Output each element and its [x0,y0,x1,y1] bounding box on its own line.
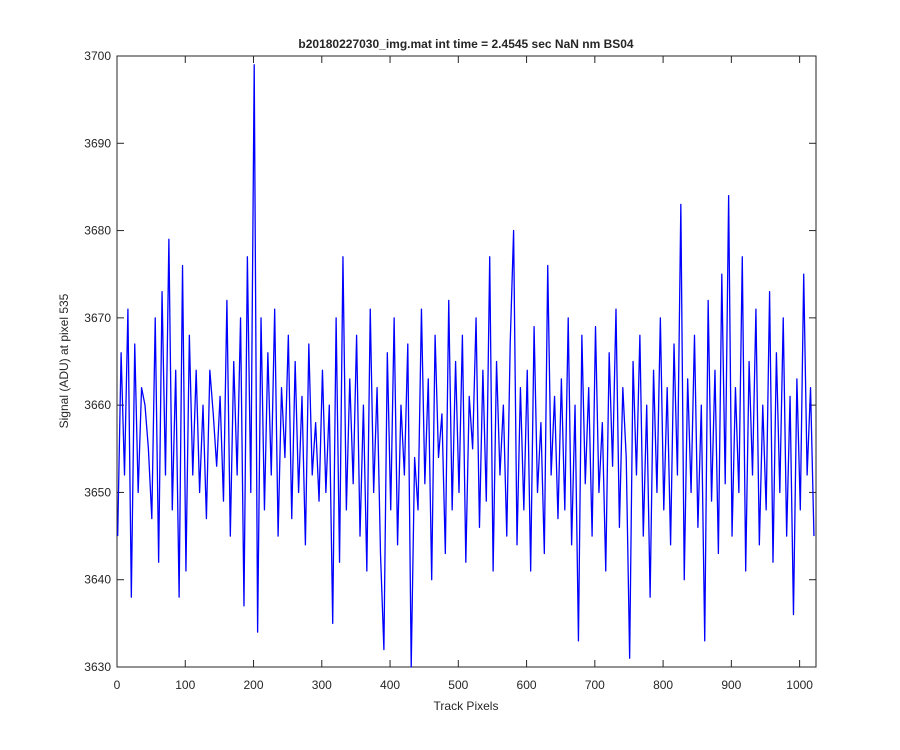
y-tick-label: 3690 [84,136,111,150]
x-tick-label: 400 [380,678,400,692]
x-tick-label: 900 [721,678,741,692]
x-tick-label: 800 [653,678,673,692]
y-tick-label: 3660 [84,398,111,412]
x-tick-label: 300 [312,678,332,692]
y-tick-label: 3700 [84,49,111,63]
y-tick-label: 3670 [84,311,111,325]
x-tick-label: 600 [517,678,537,692]
y-tick-label: 3650 [84,485,111,499]
y-axis-label: Signal (ADU) at pixel 535 [57,293,71,428]
signal-line [117,64,815,668]
y-tick-label: 3680 [84,224,111,238]
x-tick-label: 1000 [786,678,813,692]
chart-title: b20180227030_img.mat int time = 2.4545 s… [298,37,634,51]
x-tick-label: 0 [114,678,121,692]
x-tick-label: 500 [448,678,468,692]
x-tick-label: 700 [585,678,605,692]
x-tick-label: 100 [175,678,195,692]
plot-box [116,55,817,668]
x-tick-label: 200 [244,678,264,692]
y-tick-label: 3630 [84,660,111,674]
x-axis-label: Track Pixels [434,699,499,713]
y-tick-label: 3640 [84,573,111,587]
